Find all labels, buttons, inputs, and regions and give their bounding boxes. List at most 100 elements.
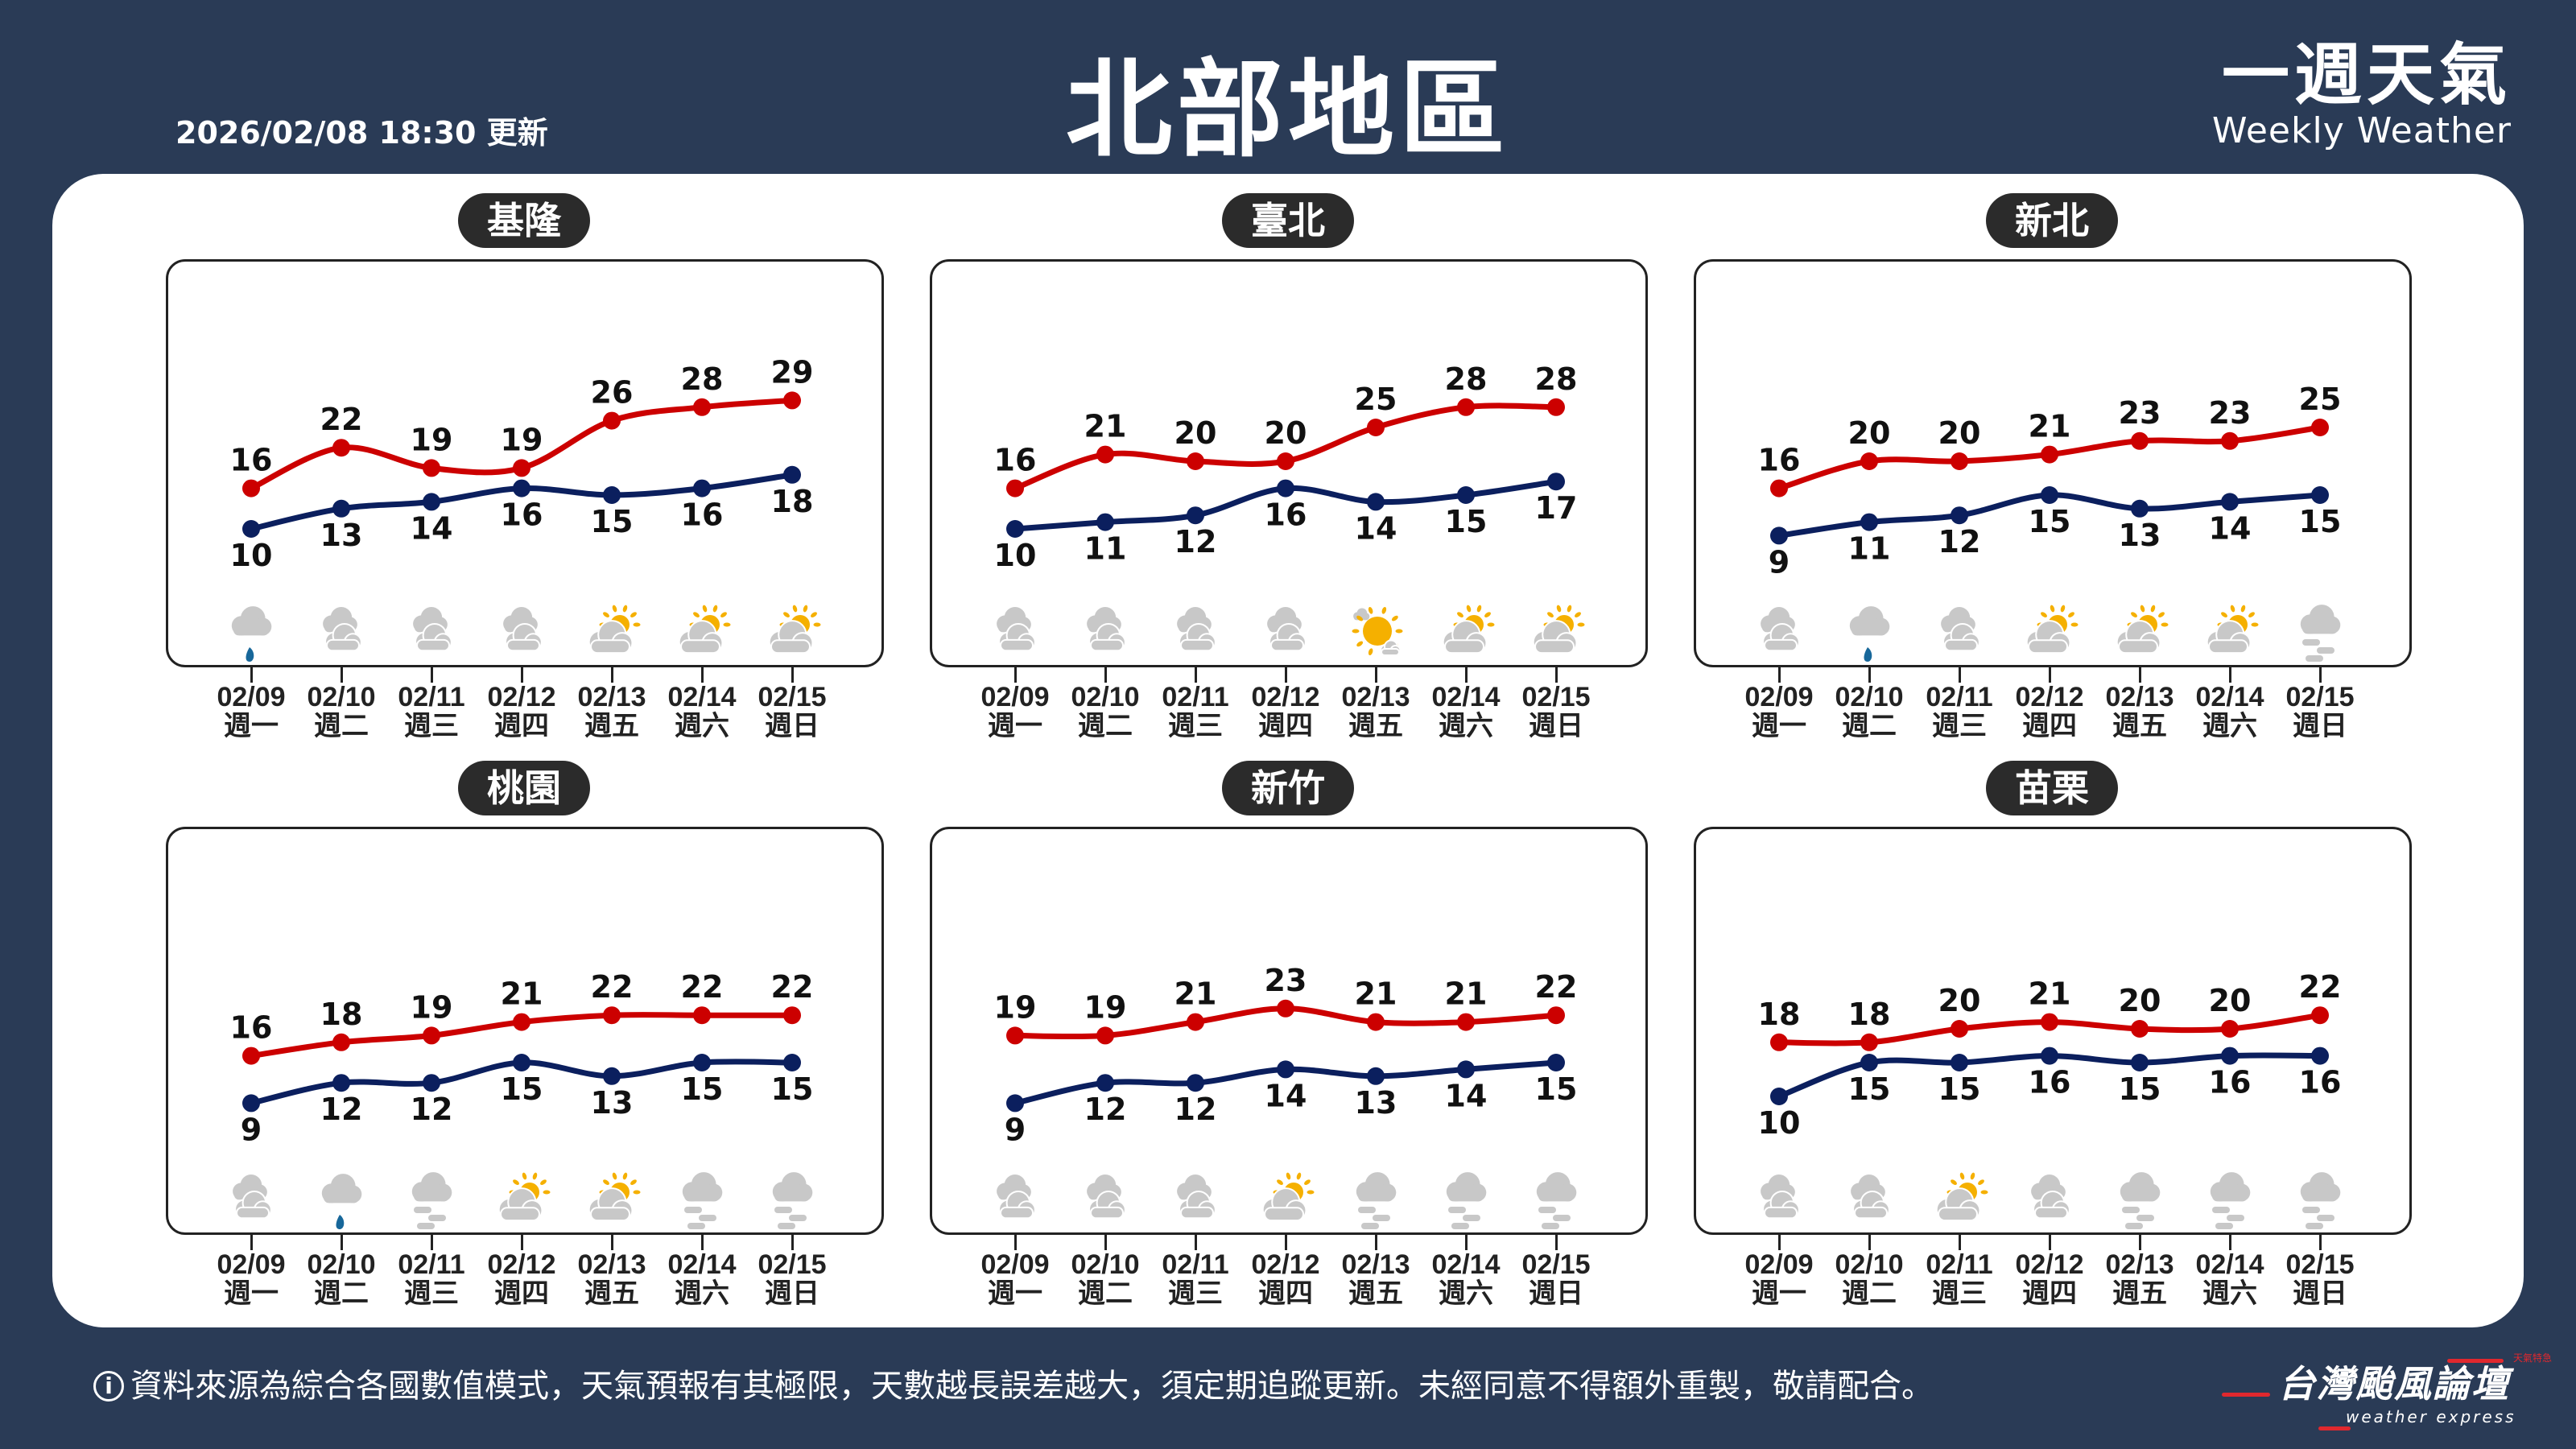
date-label: 02/10 [307, 1249, 376, 1280]
high-temp-point [603, 1006, 621, 1025]
cloud-shape [768, 620, 814, 654]
partly-cloudy-icon [2206, 605, 2259, 654]
high-temp-label: 19 [411, 422, 453, 457]
high-temp-point [1187, 452, 1204, 470]
day-label: 02/12 週四 [1242, 683, 1329, 741]
date-label: 02/11 [1162, 682, 1229, 712]
axis-tick [431, 1232, 433, 1250]
day-label: 02/14 週六 [658, 1250, 745, 1308]
region-panel: 新北 16 20 20 21 23 23 25 9 11 12 15 13 14 15 02/09 週一 02/1… [1694, 193, 2412, 741]
day-label: 02/13 週五 [568, 1250, 655, 1308]
axis-tick [1195, 1232, 1197, 1250]
low-temp-label: 17 [1535, 490, 1578, 526]
axis-tick [1195, 665, 1197, 683]
axis-tick [431, 665, 433, 683]
low-temp-point [1547, 473, 1565, 491]
low-temp-point [2131, 499, 2149, 518]
low-temp-point [513, 479, 530, 497]
date-label: 02/15 [758, 1249, 827, 1280]
day-label: 02/09 週一 [1736, 1250, 1823, 1308]
high-temp-point [2311, 1006, 2329, 1025]
axis-tick [2049, 1232, 2051, 1250]
high-temp-label: 22 [771, 969, 814, 1005]
high-temp-point [1770, 479, 1788, 497]
low-temp-label: 15 [1848, 1071, 1891, 1107]
mostly-sunny-icon [1352, 606, 1403, 656]
cloud-shape [1088, 1190, 1126, 1220]
cloudy-icon [1761, 1174, 1800, 1220]
high-temp-label: 21 [1445, 976, 1488, 1012]
date-label: 02/12 [2015, 1249, 2084, 1280]
cloudy-icon [1761, 606, 1800, 652]
low-temp-label: 14 [2209, 510, 2252, 546]
high-temp-label: 18 [1758, 997, 1801, 1032]
axis-tick [791, 1232, 794, 1250]
weekday-label: 週四 [1258, 711, 1313, 741]
weekday-label: 週四 [2022, 1278, 2077, 1309]
high-temp-label: 18 [320, 997, 363, 1032]
partly-cloudy-icon [1532, 605, 1585, 654]
day-label: 02/09 週一 [972, 1250, 1059, 1308]
day-label: 02/15 週日 [1513, 683, 1600, 741]
axis-tick [1555, 665, 1558, 683]
date-label: 02/12 [2015, 682, 2084, 712]
cloud-shape [2025, 620, 2071, 654]
cloud-shape [1852, 1190, 1890, 1220]
cloudy-icon [1941, 606, 1980, 652]
cloud-shape [497, 1187, 543, 1222]
date-label: 02/10 [1835, 1249, 1904, 1280]
cloud-shape [324, 622, 362, 652]
fog-icon [772, 1172, 813, 1229]
low-temp-point [1277, 1060, 1294, 1079]
day-label: 02/10 週二 [1062, 683, 1149, 741]
low-temp-point [1277, 479, 1294, 497]
day-label: 02/13 週五 [1332, 683, 1419, 741]
low-temp-point [1457, 486, 1475, 504]
date-label: 02/09 [980, 682, 1050, 712]
high-temp-label: 21 [2029, 409, 2071, 444]
weekday-label: 週五 [2112, 1278, 2167, 1309]
low-temp-label: 14 [411, 510, 453, 546]
high-temp-point [332, 1033, 350, 1051]
cloud-shape [1179, 1190, 1216, 1220]
date-label: 02/09 [1744, 682, 1814, 712]
high-temp-label: 19 [501, 422, 543, 457]
high-temp-label: 20 [1848, 415, 1891, 451]
high-temp-point [2311, 419, 2329, 436]
weekday-label: 週一 [1752, 711, 1806, 741]
axis-tick [1375, 1232, 1377, 1250]
cloud-shape [1179, 622, 1216, 652]
weekday-label: 週五 [1348, 1278, 1403, 1309]
axis-tick [1465, 665, 1468, 683]
day-label: 02/09 週一 [208, 683, 295, 741]
day-label: 02/11 週三 [1916, 1250, 2003, 1308]
region-panel: 新竹 19 19 21 23 21 21 22 9 12 12 14 13 14 15 02/09 週一 02/1… [930, 761, 1648, 1308]
cloud-shape [1269, 622, 1307, 652]
high-temp-label: 23 [2119, 395, 2161, 431]
weekday-label: 週一 [988, 711, 1042, 741]
partly-cloudy-icon [497, 1172, 551, 1222]
low-temp-label: 15 [591, 504, 634, 539]
low-temp-label: 16 [2029, 1065, 2071, 1100]
cloud-shape [2300, 1172, 2341, 1202]
low-temp-point [603, 1067, 621, 1085]
low-temp-point [1457, 1060, 1475, 1079]
cloud-shape [1356, 1172, 1397, 1202]
cloudy-icon [1177, 1174, 1216, 1220]
high-temp-label: 20 [1265, 415, 1307, 451]
axis-tick [611, 1232, 613, 1250]
cloud-shape [1849, 606, 1890, 636]
high-temp-label: 28 [1445, 361, 1488, 397]
cloud-shape [2206, 620, 2252, 654]
high-temp-point [2131, 431, 2149, 450]
axis-tick [1959, 1232, 1961, 1250]
partly-cloudy-icon [2025, 605, 2079, 654]
page-title: 北部地區 [1066, 48, 1510, 172]
logo-stripe [2318, 1426, 2351, 1430]
day-label: 02/14 週六 [2186, 1250, 2273, 1308]
weekday-label: 週一 [224, 711, 279, 741]
weekday-label: 週四 [1258, 1278, 1313, 1309]
weekday-label: 週二 [1078, 711, 1133, 741]
weekday-label: 週六 [2202, 711, 2257, 741]
weekday-label: 週三 [1168, 711, 1223, 741]
